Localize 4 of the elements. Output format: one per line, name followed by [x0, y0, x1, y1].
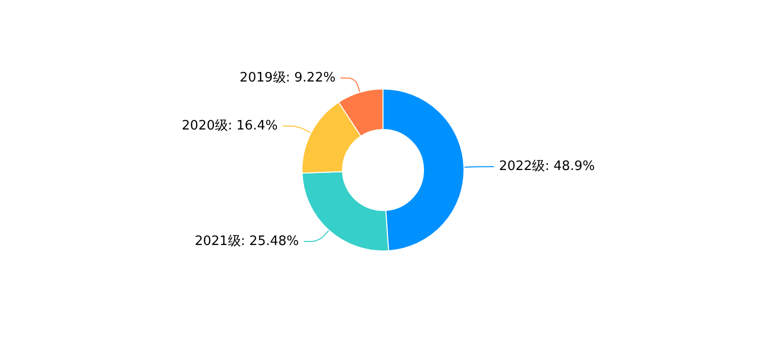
slice-label: 2021级: 25.48% [194, 234, 299, 249]
slice-label: 2020级: 16.4% [182, 118, 278, 134]
slice-label: 2022级: 48.9% [498, 159, 595, 174]
slice-label: 2019级: 9.22% [240, 70, 336, 86]
